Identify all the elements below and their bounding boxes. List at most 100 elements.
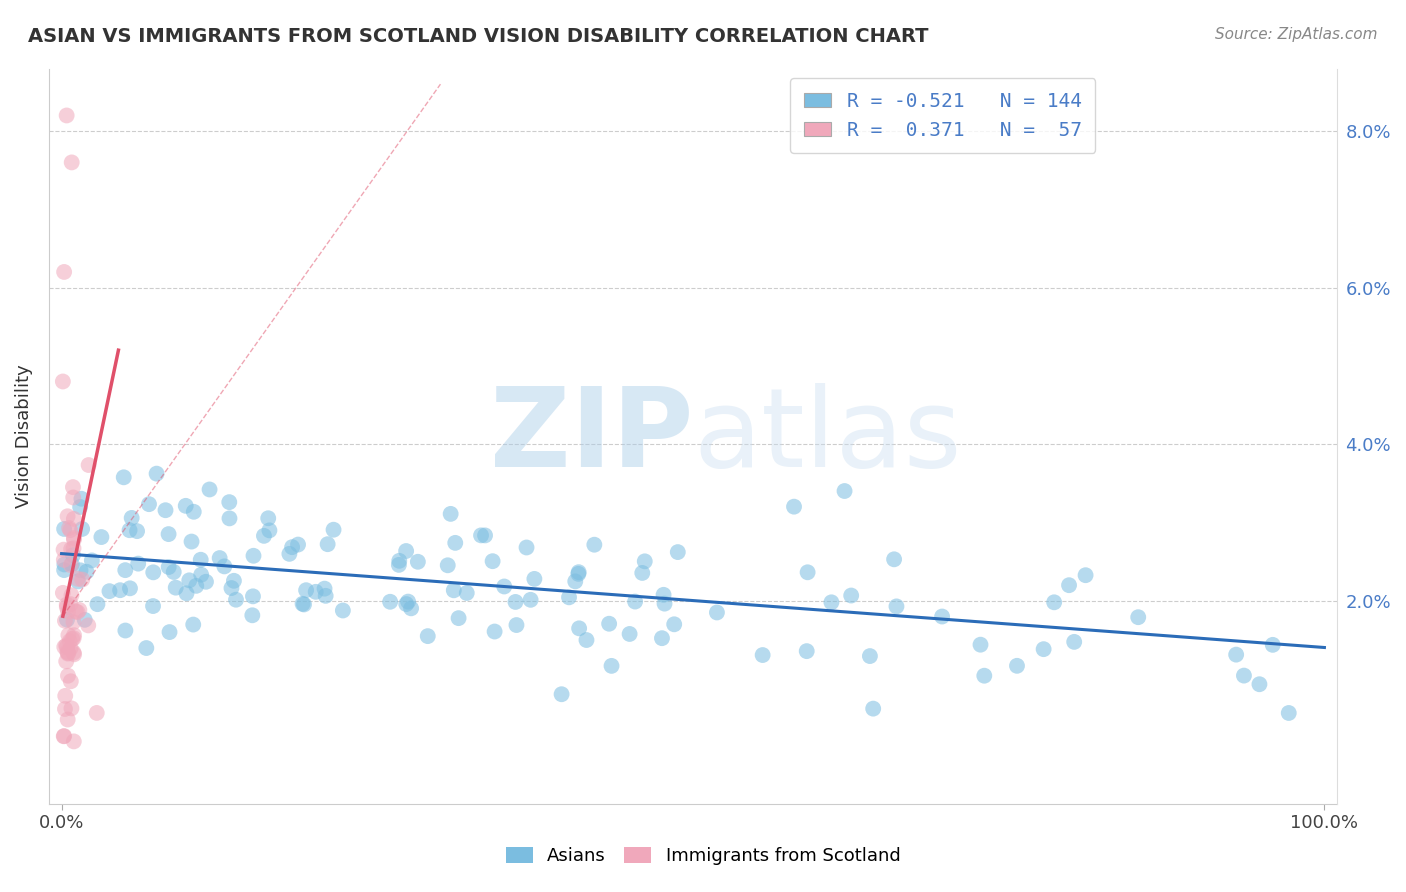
Point — [931, 609, 953, 624]
Point — [59, 558, 82, 573]
Point — [190, 553, 212, 567]
Text: ZIP: ZIP — [489, 383, 693, 490]
Point — [114, 624, 136, 638]
Point — [839, 589, 862, 603]
Point — [60, 632, 83, 646]
Point — [447, 611, 470, 625]
Point — [406, 555, 429, 569]
Point — [416, 629, 439, 643]
Point — [53, 265, 76, 279]
Point — [121, 511, 143, 525]
Point — [619, 627, 641, 641]
Point — [72, 573, 94, 587]
Point — [583, 538, 606, 552]
Point — [190, 567, 212, 582]
Point — [751, 648, 773, 662]
Point — [55, 654, 77, 668]
Point — [631, 566, 654, 580]
Point — [600, 658, 623, 673]
Point — [56, 647, 79, 661]
Point — [225, 592, 247, 607]
Point — [53, 702, 76, 716]
Point — [53, 640, 76, 654]
Point — [56, 605, 79, 619]
Point — [59, 641, 82, 656]
Point — [118, 523, 141, 537]
Point — [66, 572, 89, 586]
Point — [59, 597, 82, 611]
Point — [60, 701, 83, 715]
Point — [62, 615, 84, 629]
Point — [396, 594, 419, 608]
Point — [67, 574, 90, 589]
Point — [60, 557, 83, 571]
Point — [180, 534, 202, 549]
Point — [142, 566, 165, 580]
Point — [295, 583, 318, 598]
Point — [165, 581, 187, 595]
Point — [60, 588, 83, 602]
Point — [1074, 568, 1097, 582]
Point — [564, 574, 586, 589]
Point — [155, 503, 177, 517]
Point — [1278, 706, 1301, 720]
Point — [60, 542, 83, 557]
Point — [652, 588, 675, 602]
Point — [55, 108, 77, 122]
Point — [834, 483, 856, 498]
Point — [52, 375, 75, 389]
Point — [118, 582, 141, 596]
Point — [157, 560, 180, 574]
Point — [315, 589, 337, 603]
Point — [65, 604, 87, 618]
Legend: R = -0.521   N = 144, R =  0.371   N =  57: R = -0.521 N = 144, R = 0.371 N = 57 — [790, 78, 1095, 153]
Point — [1005, 658, 1028, 673]
Point — [60, 155, 83, 169]
Point — [474, 528, 496, 542]
Point — [481, 554, 503, 568]
Point — [138, 497, 160, 511]
Point — [305, 584, 328, 599]
Point — [820, 595, 842, 609]
Point — [969, 638, 991, 652]
Point — [568, 621, 591, 635]
Point — [108, 583, 131, 598]
Point — [1057, 578, 1080, 592]
Point — [456, 586, 478, 600]
Point — [598, 616, 620, 631]
Point — [494, 579, 516, 593]
Point — [505, 618, 527, 632]
Point — [194, 574, 217, 589]
Point — [70, 522, 93, 536]
Point — [316, 537, 339, 551]
Point — [291, 597, 314, 611]
Point — [62, 480, 84, 494]
Point — [174, 499, 197, 513]
Point — [208, 551, 231, 566]
Point — [443, 583, 465, 598]
Point — [214, 559, 236, 574]
Point — [127, 557, 149, 571]
Point — [218, 495, 240, 509]
Y-axis label: Vision Disability: Vision Disability — [15, 364, 32, 508]
Point — [56, 613, 79, 627]
Point — [186, 579, 208, 593]
Point — [651, 631, 673, 645]
Point — [287, 538, 309, 552]
Point — [59, 674, 82, 689]
Point — [142, 599, 165, 613]
Point — [783, 500, 806, 514]
Point — [240, 608, 263, 623]
Point — [52, 553, 75, 567]
Point — [56, 713, 79, 727]
Point — [624, 594, 647, 608]
Point — [56, 509, 79, 524]
Point — [558, 591, 581, 605]
Point — [278, 547, 301, 561]
Point — [145, 467, 167, 481]
Point — [1225, 648, 1247, 662]
Point — [73, 613, 96, 627]
Text: Source: ZipAtlas.com: Source: ZipAtlas.com — [1215, 27, 1378, 42]
Point — [59, 523, 82, 537]
Point — [221, 581, 243, 595]
